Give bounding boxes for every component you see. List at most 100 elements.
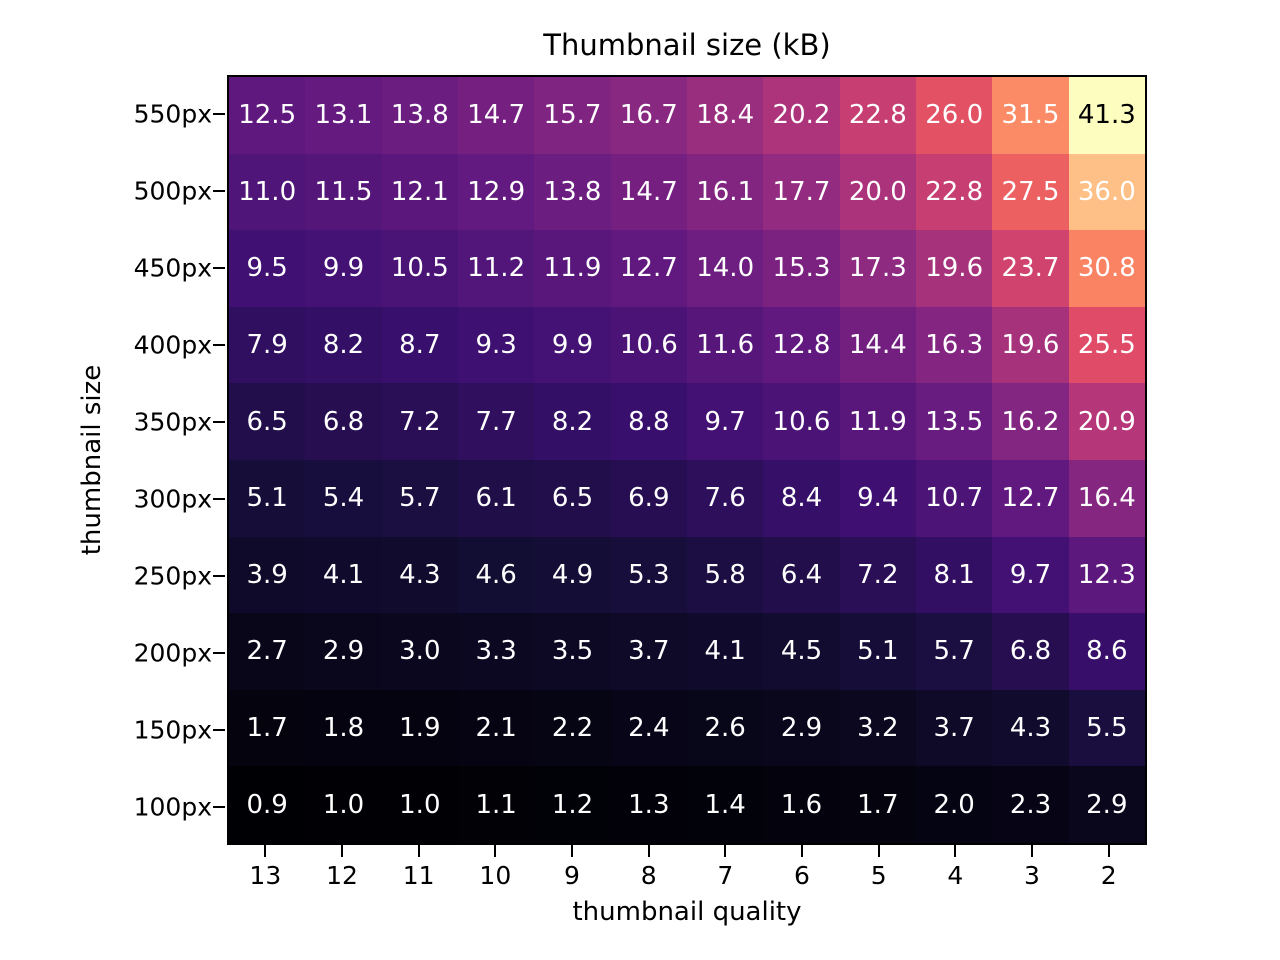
heatmap-cell: 16.3 [916,306,993,384]
x-tick-mark [954,845,957,857]
heatmap-cell: 5.5 [1068,689,1145,767]
heatmap-cell: 4.3 [381,536,458,614]
heatmap-cell: 8.4 [763,459,840,537]
heatmap-cell: 3.7 [916,689,993,767]
heatmap-cell: 5.7 [916,613,993,690]
heatmap-cell: 2.9 [763,689,840,767]
heatmap-cell: 13.5 [916,383,993,460]
heatmap-cell: 16.2 [992,383,1069,460]
y-tick-label: 450px [133,253,212,282]
heatmap-cell: 4.3 [992,689,1069,767]
heatmap-cell: 6.9 [610,459,687,537]
y-axis-label: thumbnail size [77,364,107,556]
heatmap-cell: 6.5 [229,383,306,460]
heatmap-cell: 12.5 [229,77,306,154]
heatmap-cell: 7.2 [381,383,458,460]
y-tick-mark [213,189,225,192]
y-tick-label: 250px [133,561,212,590]
x-tick-label: 2 [1100,861,1117,890]
heatmap-cell: 19.6 [992,306,1069,384]
heatmap-grid: 12.5 13.1 13.8 14.7 15.7 16.7 18.4 20.2 22.8 26.0… [227,75,1147,845]
x-tick-label: 10 [479,861,512,890]
heatmap-cell: 31.5 [992,77,1069,154]
heatmap-cell: 15.7 [534,77,611,154]
heatmap-cell: 12.7 [992,459,1069,537]
heatmap-cell: 2.9 [305,613,382,690]
y-tick-label: 150px [133,715,212,744]
heatmap-cell: 2.9 [1068,766,1145,843]
heatmap-cell: 11.6 [687,306,764,384]
heatmap-cell: 9.7 [687,383,764,460]
y-tick-label: 500px [133,176,212,205]
y-tick-mark [213,728,225,731]
heatmap-cell: 20.9 [1068,383,1145,460]
heatmap-cell: 4.1 [305,536,382,614]
heatmap-cell: 10.5 [381,230,458,307]
heatmap-cell: 6.4 [763,536,840,614]
heatmap-cell: 5.7 [381,459,458,537]
heatmap-cell: 2.6 [687,689,764,767]
heatmap-cell: 1.0 [305,766,382,843]
heatmap-cell: 20.2 [763,77,840,154]
heatmap-cell: 16.7 [610,77,687,154]
heatmap-cell: 25.5 [1068,306,1145,384]
heatmap-cell: 9.9 [305,230,382,307]
heatmap-cell: 13.1 [305,77,382,154]
y-tick-label: 200px [133,638,212,667]
heatmap-cell: 14.4 [839,306,916,384]
heatmap-cell: 27.5 [992,153,1069,231]
heatmap-cell: 8.8 [610,383,687,460]
heatmap-cell: 12.9 [458,153,535,231]
heatmap-cell: 10.7 [916,459,993,537]
heatmap-cell: 10.6 [610,306,687,384]
heatmap-cell: 3.9 [229,536,306,614]
heatmap-cell: 8.2 [305,306,382,384]
heatmap-cell: 11.0 [229,153,306,231]
x-tick-label: 12 [326,861,358,890]
heatmap-cell: 5.1 [839,613,916,690]
heatmap-cell: 9.5 [229,230,306,307]
heatmap-cell: 6.5 [534,459,611,537]
heatmap-cell: 2.7 [229,613,306,690]
heatmap-cell: 10.6 [763,383,840,460]
x-tick-mark [264,845,267,857]
heatmap-cell: 36.0 [1068,153,1145,231]
x-tick-label: 3 [1024,861,1040,890]
heatmap-cell: 4.9 [534,536,611,614]
x-tick-mark [341,845,343,857]
heatmap-cell: 2.0 [916,766,993,843]
y-tick-label: 350px [133,407,212,436]
heatmap-cell: 17.7 [763,153,840,231]
x-tick-mark [724,845,727,857]
x-tick-label: 4 [947,861,964,890]
x-tick-mark [494,845,497,857]
heatmap-cell: 5.3 [610,536,687,614]
heatmap-cell: 17.3 [839,230,916,307]
heatmap-cell: 1.2 [534,766,611,843]
heatmap-cell: 2.3 [992,766,1069,843]
heatmap-cell: 1.6 [763,766,840,843]
heatmap-cell: 1.3 [610,766,687,843]
heatmap-cell: 2.4 [610,689,687,767]
heatmap-cell: 3.5 [534,613,611,690]
heatmap-cell: 14.7 [610,153,687,231]
heatmap-cell: 7.9 [229,306,306,384]
heatmap-cell: 4.6 [458,536,535,614]
heatmap-cell: 18.4 [687,77,764,154]
heatmap-cell: 8.7 [381,306,458,384]
y-tick-mark [213,112,225,115]
heatmap-cell: 11.9 [839,383,916,460]
x-tick-label: 5 [870,861,887,890]
heatmap-cell: 12.8 [763,306,840,384]
heatmap-cell: 9.4 [839,459,916,537]
heatmap-cell: 1.8 [305,689,382,767]
x-tick-mark [417,845,420,857]
heatmap-cell: 9.3 [458,306,535,384]
heatmap-cell: 5.1 [229,459,306,537]
x-tick-mark [1107,845,1110,857]
y-tick-mark [213,343,225,346]
heatmap-cell: 2.2 [534,689,611,767]
heatmap-cell: 30.8 [1068,230,1145,307]
x-tick-mark [571,845,573,857]
